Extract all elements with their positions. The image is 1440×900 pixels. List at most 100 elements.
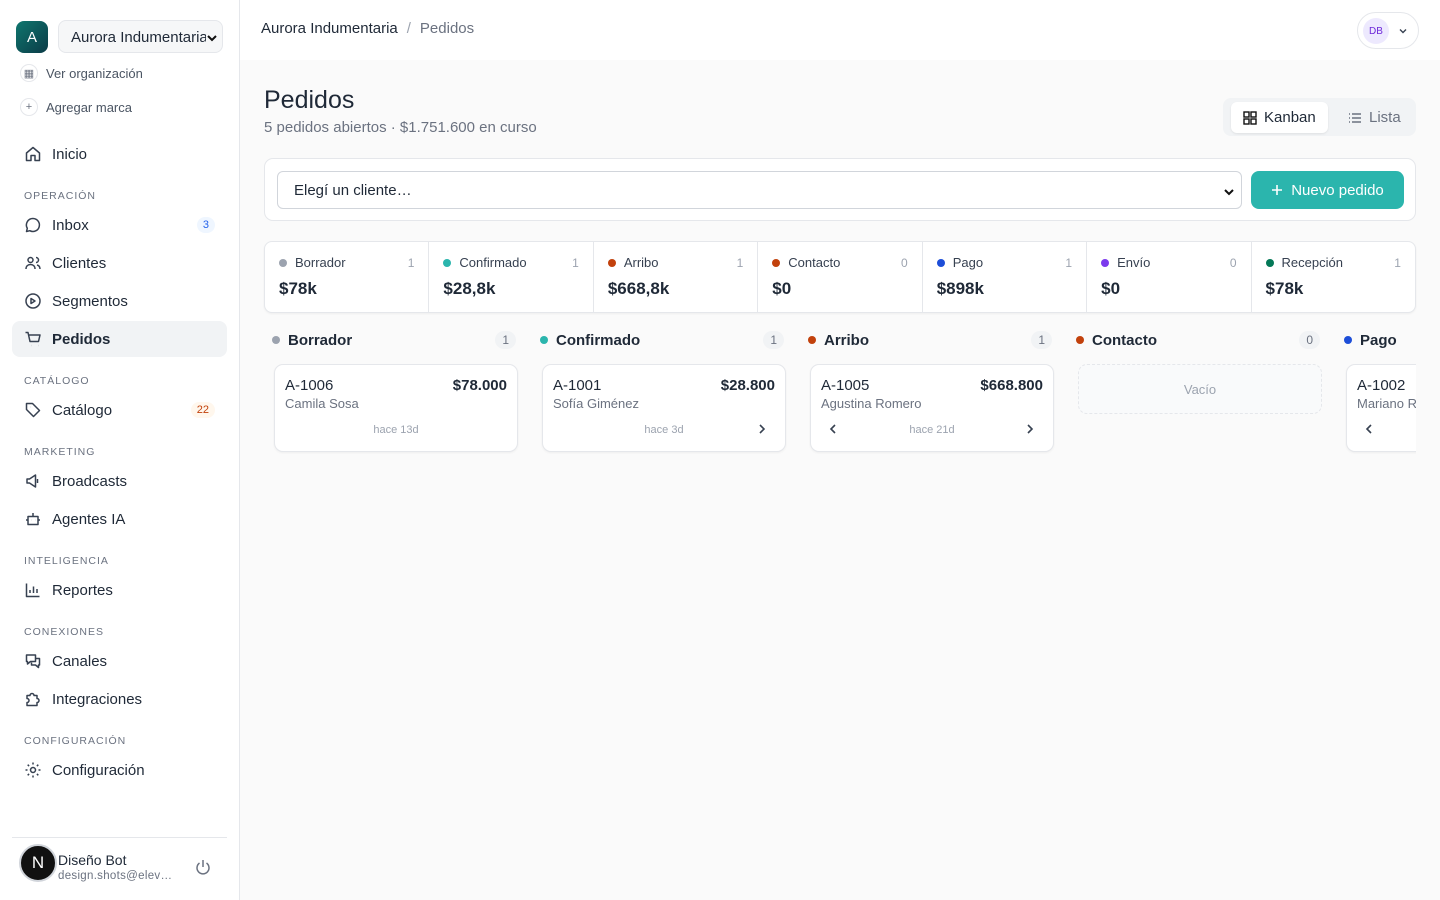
view-kanban[interactable]: Kanban xyxy=(1231,102,1328,133)
column-dot xyxy=(808,336,816,344)
nav-label: Agentes IA xyxy=(52,510,126,528)
nav-item[interactable]: Canales xyxy=(12,643,227,679)
order-card[interactable]: A-1006 $78.000 Camila Sosa hace 13d xyxy=(274,364,518,452)
nav-item[interactable]: Integraciones xyxy=(12,681,227,717)
column-header: Arribo 1 xyxy=(804,328,1052,352)
stage-label: Contacto xyxy=(788,255,841,270)
nav-label: Clientes xyxy=(52,254,107,272)
stage-label: Pago xyxy=(952,255,984,270)
stage-card[interactable]: Borrador 1 $78k xyxy=(265,242,430,312)
stage-name: Arribo xyxy=(607,255,659,270)
column-title: Contacto xyxy=(1092,331,1157,349)
placeholder: Elegí un cliente… xyxy=(294,182,412,199)
nav-item[interactable]: Agentes IA xyxy=(12,501,227,537)
stage-count: 0 xyxy=(1229,256,1237,270)
account-menu[interactable]: DB xyxy=(1357,12,1419,49)
stage-name: Envío xyxy=(1101,255,1150,270)
nav-label: Configuración xyxy=(52,761,145,779)
stage-total: $668,8k xyxy=(607,279,670,298)
nav: Inicio OPERACIÓN Inbox 3 Clientes Segmentos Pe… xyxy=(12,136,227,790)
nav-label: Broadcasts xyxy=(52,472,128,490)
user-email: design.shots@elev… xyxy=(58,870,173,882)
link-label: Agregar marca xyxy=(46,99,132,115)
stage-summary: Borrador 1 $78k Confirmado 1 $28,8k Arribo 1 $66… xyxy=(264,241,1416,313)
order-card[interactable]: A-1002 Mariano Ro xyxy=(1346,364,1416,452)
icon xyxy=(24,581,52,599)
user-avatar: N xyxy=(19,844,57,882)
nav-item[interactable]: Pedidos xyxy=(12,321,227,357)
icon xyxy=(24,690,52,708)
stage-card[interactable]: Arribo 1 $668,8k xyxy=(594,242,759,312)
chevron xyxy=(1224,189,1234,196)
nav-item[interactable]: Reportes xyxy=(12,572,227,608)
nav-section-title: CONFIGURACIÓN xyxy=(24,735,127,747)
stage-count: 1 xyxy=(736,256,744,270)
user-name: Diseño Bot xyxy=(58,852,127,868)
kanban-board: Borrador 1 A-1006 $78.000 Camila Sosa hace 13… xyxy=(264,328,1416,468)
avatar: DB xyxy=(1363,18,1389,44)
nav-section-title: INTELIGENCIA xyxy=(24,555,109,567)
nav-badge: 3 xyxy=(196,217,215,233)
order-age: hace 21d xyxy=(909,424,955,436)
move-prev[interactable] xyxy=(1362,422,1376,441)
org-link[interactable]: ▦ Ver organización xyxy=(20,64,143,82)
nav-label: Inbox xyxy=(52,216,89,234)
stage-card[interactable]: Contacto 0 $0 xyxy=(758,242,923,312)
stage-card[interactable]: Pago 1 $898k xyxy=(923,242,1088,312)
stage-card[interactable]: Confirmado 1 $28,8k xyxy=(429,242,594,312)
icon xyxy=(24,330,52,348)
order-age: hace 13d xyxy=(373,424,419,436)
order-customer: Mariano Ro xyxy=(1357,396,1416,411)
order-card[interactable]: A-1005 $668.800 Agustina Romero hace 21d xyxy=(810,364,1054,452)
nav-badge: 22 xyxy=(190,402,215,418)
column-dot xyxy=(1344,336,1352,344)
view-list[interactable]: Lista xyxy=(1336,102,1413,133)
stage-label: Recepción xyxy=(1281,255,1343,270)
nav-item[interactable]: Catálogo 22 xyxy=(12,392,227,428)
nav-item[interactable]: Inicio xyxy=(12,136,227,172)
nav-item[interactable]: Broadcasts xyxy=(12,463,227,499)
nav-item[interactable]: Configuración xyxy=(12,752,227,788)
column-header: Contacto 0 xyxy=(1072,328,1320,352)
column-title: Arribo xyxy=(824,331,869,349)
nav-label: Segmentos xyxy=(52,292,128,310)
stage-label: Envío xyxy=(1117,255,1151,270)
toolbar: Elegí un cliente… Nuevo pedido xyxy=(264,158,1416,221)
icon xyxy=(1349,112,1361,123)
org-select[interactable]: Aurora Indumentaria xyxy=(58,20,223,53)
move-next[interactable] xyxy=(755,422,769,441)
stage-card[interactable]: Envío 0 $0 xyxy=(1087,242,1252,312)
stage-card[interactable]: Recepción 1 $78k xyxy=(1252,242,1415,312)
column-title: Confirmado xyxy=(556,331,641,349)
order-customer: Camila Sosa xyxy=(285,396,359,411)
nav-section-title: CONEXIONES xyxy=(24,626,105,638)
nav-item[interactable]: Inbox 3 xyxy=(12,207,227,243)
nav-item[interactable]: Segmentos xyxy=(12,283,227,319)
column-count: 0 xyxy=(1299,331,1320,349)
move-next[interactable] xyxy=(1023,422,1037,441)
stage-count: 1 xyxy=(407,256,415,270)
order-card[interactable]: A-1001 $28.800 Sofía Giménez hace 3d xyxy=(542,364,786,452)
page-subtitle: 5 pedidos abiertos · $1.751.600 en curso xyxy=(264,119,537,136)
column-title: Pago xyxy=(1360,331,1397,349)
link-label: Ver organización xyxy=(46,65,143,81)
nav-item[interactable]: Clientes xyxy=(12,245,227,281)
brand-link[interactable]: + Agregar marca xyxy=(20,98,132,116)
new-order-button[interactable]: Nuevo pedido xyxy=(1251,171,1404,209)
stage-dot xyxy=(279,258,287,267)
column-count: 1 xyxy=(763,331,784,349)
crumb: Pedidos xyxy=(419,20,475,37)
column-count: 1 xyxy=(1031,331,1052,349)
crumb[interactable]: Aurora Indumentaria xyxy=(261,20,398,37)
logout-button[interactable] xyxy=(194,858,212,876)
icon xyxy=(1243,110,1257,125)
move-prev[interactable] xyxy=(826,422,840,441)
stage-dot xyxy=(443,258,452,267)
icon xyxy=(24,216,52,234)
client-select[interactable]: Elegí un cliente… xyxy=(277,171,1242,209)
chevron xyxy=(1399,29,1407,34)
order-id: A-1005 xyxy=(821,377,870,394)
order-customer: Agustina Romero xyxy=(821,396,922,411)
stage-total: $78k xyxy=(279,279,317,298)
